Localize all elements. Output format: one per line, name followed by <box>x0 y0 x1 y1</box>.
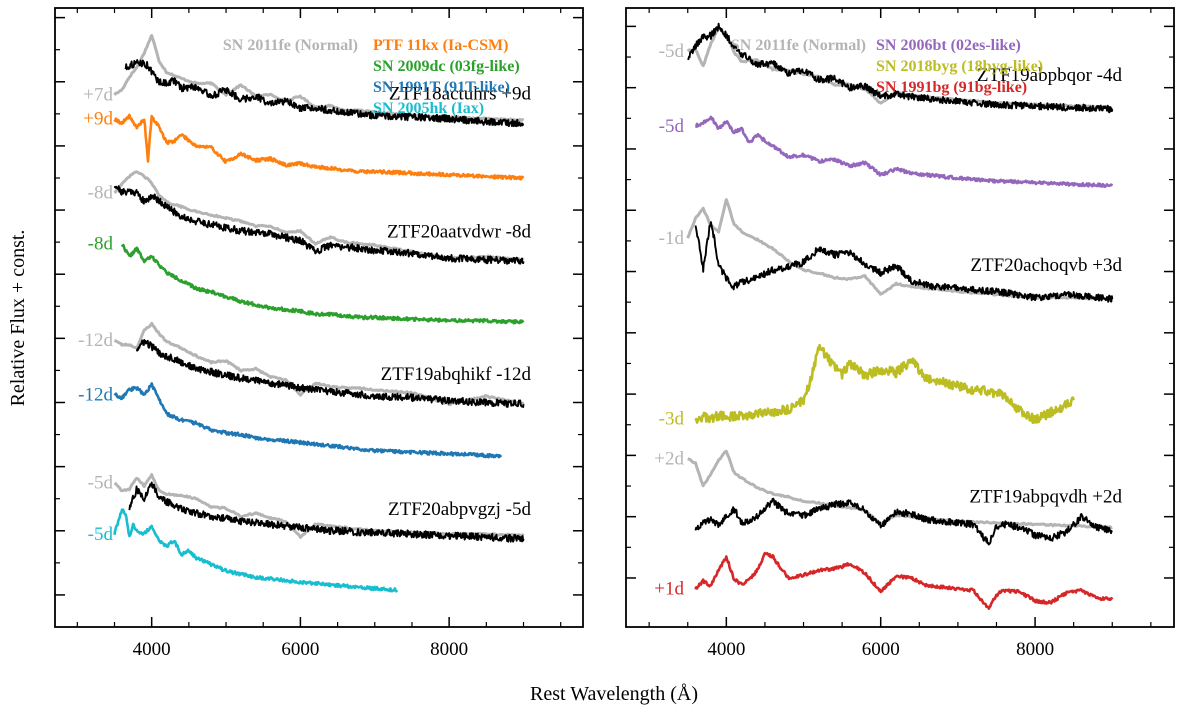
legend-entry: SN 1991T (91T-like) <box>373 79 510 96</box>
reference-phase-label: +2d <box>654 448 684 469</box>
comparison-spectrum-line <box>113 382 503 459</box>
x-tick-label: 6000 <box>281 639 319 660</box>
axes-frame <box>625 7 1175 628</box>
reference-phase-label: -5d <box>88 473 114 494</box>
reference-spectrum-line <box>686 198 1113 302</box>
observed-spectrum-line <box>694 497 1113 546</box>
reference-phase-label: +7d <box>83 85 113 106</box>
x-tick-label: 4000 <box>707 639 745 660</box>
y-ticks <box>626 25 1174 579</box>
legend-entry: SN 2011fe (Normal) <box>731 37 866 54</box>
reference-phase-label: -5d <box>659 41 685 62</box>
object-label: ZTF20achoqvb +3d <box>970 255 1122 276</box>
legend-entry: SN 1991bg (91bg-like) <box>876 79 1027 96</box>
x-ticks: 4000 6000 8000 <box>648 8 1152 660</box>
object-label: ZTF19abqhikf -12d <box>381 364 532 385</box>
comparison-phase-label: +9d <box>83 109 113 130</box>
reference-phase-label: -1d <box>659 228 685 249</box>
comparison-phase-label: -5d <box>659 116 685 137</box>
x-ticks: 4000 6000 8000 <box>76 8 562 660</box>
object-label: ZTF18actuhrs +9d <box>389 83 532 104</box>
legend-entry: SN 2018byg (18byg-like) <box>876 58 1043 75</box>
observed-spectrum-line <box>128 481 525 543</box>
axes-frame <box>54 7 584 628</box>
comparison-phase-label: -12d <box>78 384 113 405</box>
y-axis-label: Relative Flux + const. <box>7 230 29 407</box>
legend-entry: SN 2005hk (Iax) <box>373 100 484 117</box>
legend-entry: SN 2009dc (03fg-like) <box>373 58 520 75</box>
spectrum-pair: -5d -5d ZTF20abpvgzj -5d <box>88 473 532 593</box>
object-label: ZTF19abpbqor -4d <box>977 65 1123 86</box>
object-label: ZTF19abpqvdh +2d <box>969 486 1122 507</box>
object-label: ZTF20abpvgzj -5d <box>388 499 532 520</box>
x-axis-label: Rest Wavelength (Å) <box>530 683 698 705</box>
comparison-phase-label: -8d <box>88 234 114 255</box>
comparison-spectrum-line <box>120 243 525 325</box>
observed-spectrum-line <box>687 22 1114 114</box>
x-tick-label: 8000 <box>1016 639 1054 660</box>
legend-entry: PTF 11kx (Ia-CSM) <box>373 37 508 54</box>
reference-phase-label: -8d <box>88 182 114 203</box>
comparison-phase-label: +1d <box>654 579 684 600</box>
spectrum-pair: +2d +1d ZTF19abpqvdh +2d <box>654 448 1122 610</box>
legend-entry: SN 2006bt (02es-like) <box>876 37 1021 54</box>
legend: SN 2011fe (Normal) SN 2006bt (02es-like) S… <box>731 37 1043 96</box>
legend: SN 2011fe (Normal) PTF 11kx (Ia-CSM) SN 20… <box>223 37 520 117</box>
spectra: -5d -5d ZTF19abpbqor -4d -1d -3d ZTF20achoqvb… <box>654 22 1123 610</box>
observed-spectrum-line <box>113 185 525 265</box>
comparison-spectrum-line <box>694 343 1075 425</box>
comparison-spectrum-line <box>694 115 1114 188</box>
reference-spectrum-line <box>687 449 1113 530</box>
comparison-spectrum-line <box>113 113 525 181</box>
y-ticks <box>55 16 583 596</box>
reference-spectrum-line <box>113 321 525 407</box>
reference-phase-label: -12d <box>78 330 113 351</box>
spectrum-pair: -12d -12d ZTF19abqhikf -12d <box>78 321 532 459</box>
object-label: ZTF20aatvdwr -8d <box>387 221 532 242</box>
spectrum-pair: -8d -8d ZTF20aatvdwr -8d <box>88 170 532 325</box>
observed-spectrum-line <box>135 338 525 408</box>
observed-spectrum-line <box>694 221 1114 303</box>
x-tick-label: 6000 <box>862 639 900 660</box>
comparison-phase-label: -3d <box>659 409 685 430</box>
spectrum-pair: -5d -5d ZTF19abpbqor -4d <box>659 22 1123 188</box>
x-tick-label: 4000 <box>133 639 171 660</box>
comparison-spectrum-line <box>113 508 399 593</box>
panel-right: 4000 6000 8000 -5d -5d ZTF19abpbqor -4d -1d -3d… <box>625 7 1175 660</box>
legend-entry: SN 2011fe (Normal) <box>223 37 358 54</box>
spectra: +7d +9d ZTF18actuhrs +9d -8d -8d ZTF20aatvdwr… <box>78 34 532 593</box>
comparison-spectrum-line <box>694 551 1114 610</box>
spectrum-pair: -1d -3d ZTF20achoqvb +3d <box>659 198 1122 430</box>
spectrum-pair: +7d +9d ZTF18actuhrs +9d <box>83 34 532 181</box>
observed-spectrum-line <box>124 59 525 128</box>
x-tick-label: 8000 <box>430 639 468 660</box>
comparison-phase-label: -5d <box>88 524 114 545</box>
